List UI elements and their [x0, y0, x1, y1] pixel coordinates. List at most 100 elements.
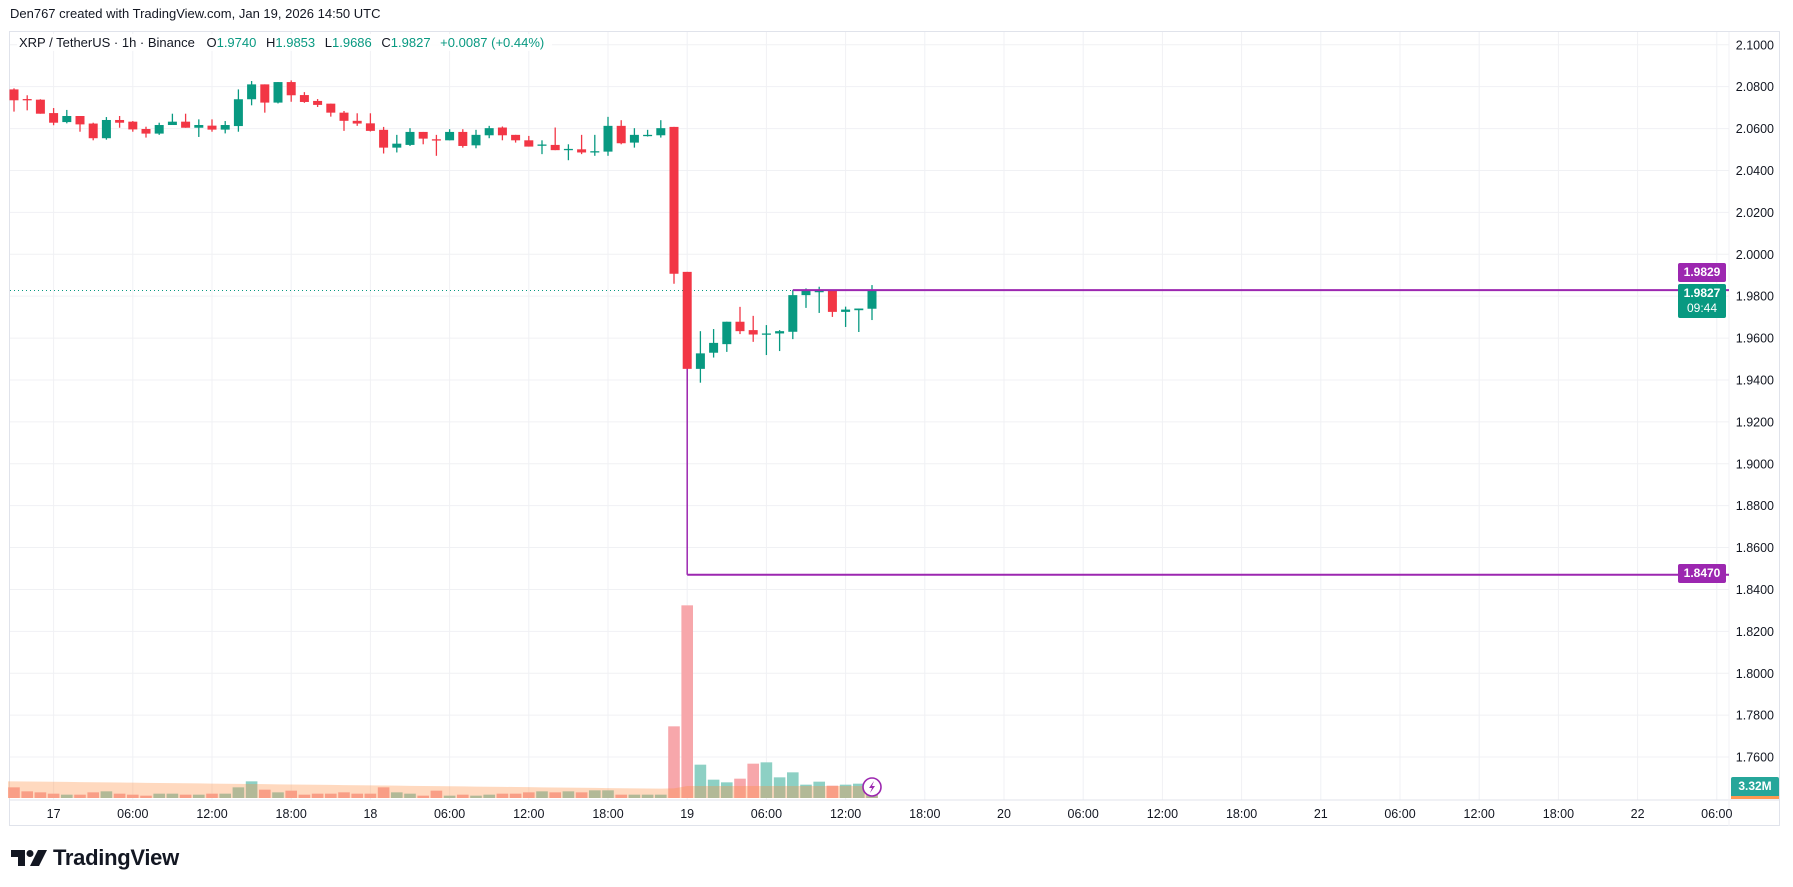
candle — [35, 99, 45, 114]
candle-body — [511, 134, 521, 141]
volume-bar — [523, 792, 535, 798]
volume-bar — [219, 793, 231, 798]
candle — [788, 290, 798, 340]
candle-body — [722, 321, 732, 345]
candle — [616, 120, 626, 145]
candle — [260, 84, 270, 113]
candle — [233, 89, 243, 132]
volume-bar — [826, 785, 839, 798]
candle — [722, 321, 732, 352]
price-axis-label: 2.1000 — [1736, 38, 1774, 52]
candle-body — [735, 321, 745, 332]
volume-bar — [694, 764, 707, 798]
candle-body — [35, 99, 45, 114]
candle — [101, 117, 111, 140]
volume-bar — [140, 795, 152, 798]
time-axis-label: 12:00 — [830, 807, 861, 821]
candle-body — [484, 128, 494, 136]
time-axis-label: 22 — [1631, 807, 1645, 821]
candle-body — [682, 271, 692, 369]
tradingview-logo[interactable]: TradingView — [11, 845, 179, 871]
candle — [814, 286, 824, 313]
volume-bar — [496, 793, 509, 798]
candle-body — [471, 134, 481, 146]
candle — [511, 134, 521, 143]
candle — [247, 81, 257, 106]
volume-bar — [813, 781, 825, 798]
candle-body — [365, 123, 375, 131]
price-axis-label: 1.7600 — [1736, 751, 1774, 765]
tradingview-logo-text: TradingView — [53, 845, 179, 870]
price-axis-label: 1.8200 — [1736, 625, 1774, 639]
candle — [181, 113, 191, 128]
candle — [379, 126, 389, 154]
price-axis-label: 1.9000 — [1736, 457, 1774, 471]
tradingview-logo-icon — [11, 850, 47, 866]
volume-bar — [8, 787, 20, 798]
volume-bar — [721, 782, 733, 798]
volume-bar — [338, 792, 350, 798]
last-price-badge: 1.9827 09:44 — [1678, 284, 1726, 318]
high-label: H — [265, 35, 276, 50]
candle-series — [9, 80, 877, 401]
candle-body — [181, 121, 191, 128]
change-value: +0.0087 (+0.44%) — [440, 35, 545, 50]
price-axis-label: 1.8600 — [1736, 541, 1774, 555]
price-axis-label: 1.9400 — [1736, 373, 1774, 387]
volume-ma-marker — [1731, 796, 1779, 799]
candle — [445, 129, 455, 141]
candle-body — [841, 309, 851, 312]
candle-body — [814, 290, 824, 293]
time-axis-label: 12:00 — [196, 807, 227, 821]
volume-bar — [311, 793, 324, 798]
volume-bar — [575, 792, 588, 798]
candle-body — [445, 131, 455, 141]
volume-badge: 3.32M — [1731, 777, 1779, 799]
candle — [313, 99, 323, 107]
candle — [484, 125, 494, 139]
volume-bar — [470, 795, 482, 798]
candle-body — [669, 126, 679, 274]
chart-frame — [9, 31, 1780, 826]
candle-body — [220, 125, 230, 130]
time-axis-label: 06:00 — [434, 807, 465, 821]
volume-bar — [325, 793, 337, 798]
candle-body — [88, 123, 98, 139]
candle — [577, 134, 587, 155]
volume-bar — [853, 783, 865, 798]
time-axis-label: 06:00 — [1068, 807, 1099, 821]
volume-bar — [34, 792, 47, 798]
time-axis-label: 12:00 — [513, 807, 544, 821]
candle-body — [418, 131, 428, 139]
candle-body — [233, 99, 243, 127]
candle — [524, 135, 534, 147]
volume-bar — [364, 793, 377, 798]
candle-body — [128, 121, 138, 130]
candle-body — [590, 151, 600, 153]
candle-body — [550, 144, 560, 151]
candle — [550, 127, 560, 151]
volume-bar — [549, 792, 561, 798]
candle-body — [709, 342, 719, 353]
candle — [801, 288, 811, 308]
line-price-badge-lower: 1.8470 — [1678, 564, 1726, 583]
symbol-title[interactable]: XRP / TetherUS · 1h · Binance — [19, 35, 195, 50]
volume-bar — [787, 772, 799, 798]
volume-bar — [153, 793, 165, 798]
candle — [365, 113, 375, 132]
candle-body — [431, 139, 441, 141]
candle-body — [524, 140, 534, 147]
lightning-icon[interactable] — [862, 777, 882, 797]
price-axis-label: 1.8000 — [1736, 667, 1774, 681]
chart-credit: Den767 created with TradingView.com, Jan… — [10, 6, 381, 21]
candle-body — [167, 121, 177, 126]
candle — [339, 110, 349, 131]
volume-bar — [351, 793, 363, 798]
volume-bar — [457, 794, 469, 798]
candle — [563, 144, 573, 161]
volume-bar — [536, 791, 548, 798]
candle-body — [194, 125, 204, 128]
candle-body — [695, 353, 705, 369]
candle-body — [260, 84, 270, 103]
